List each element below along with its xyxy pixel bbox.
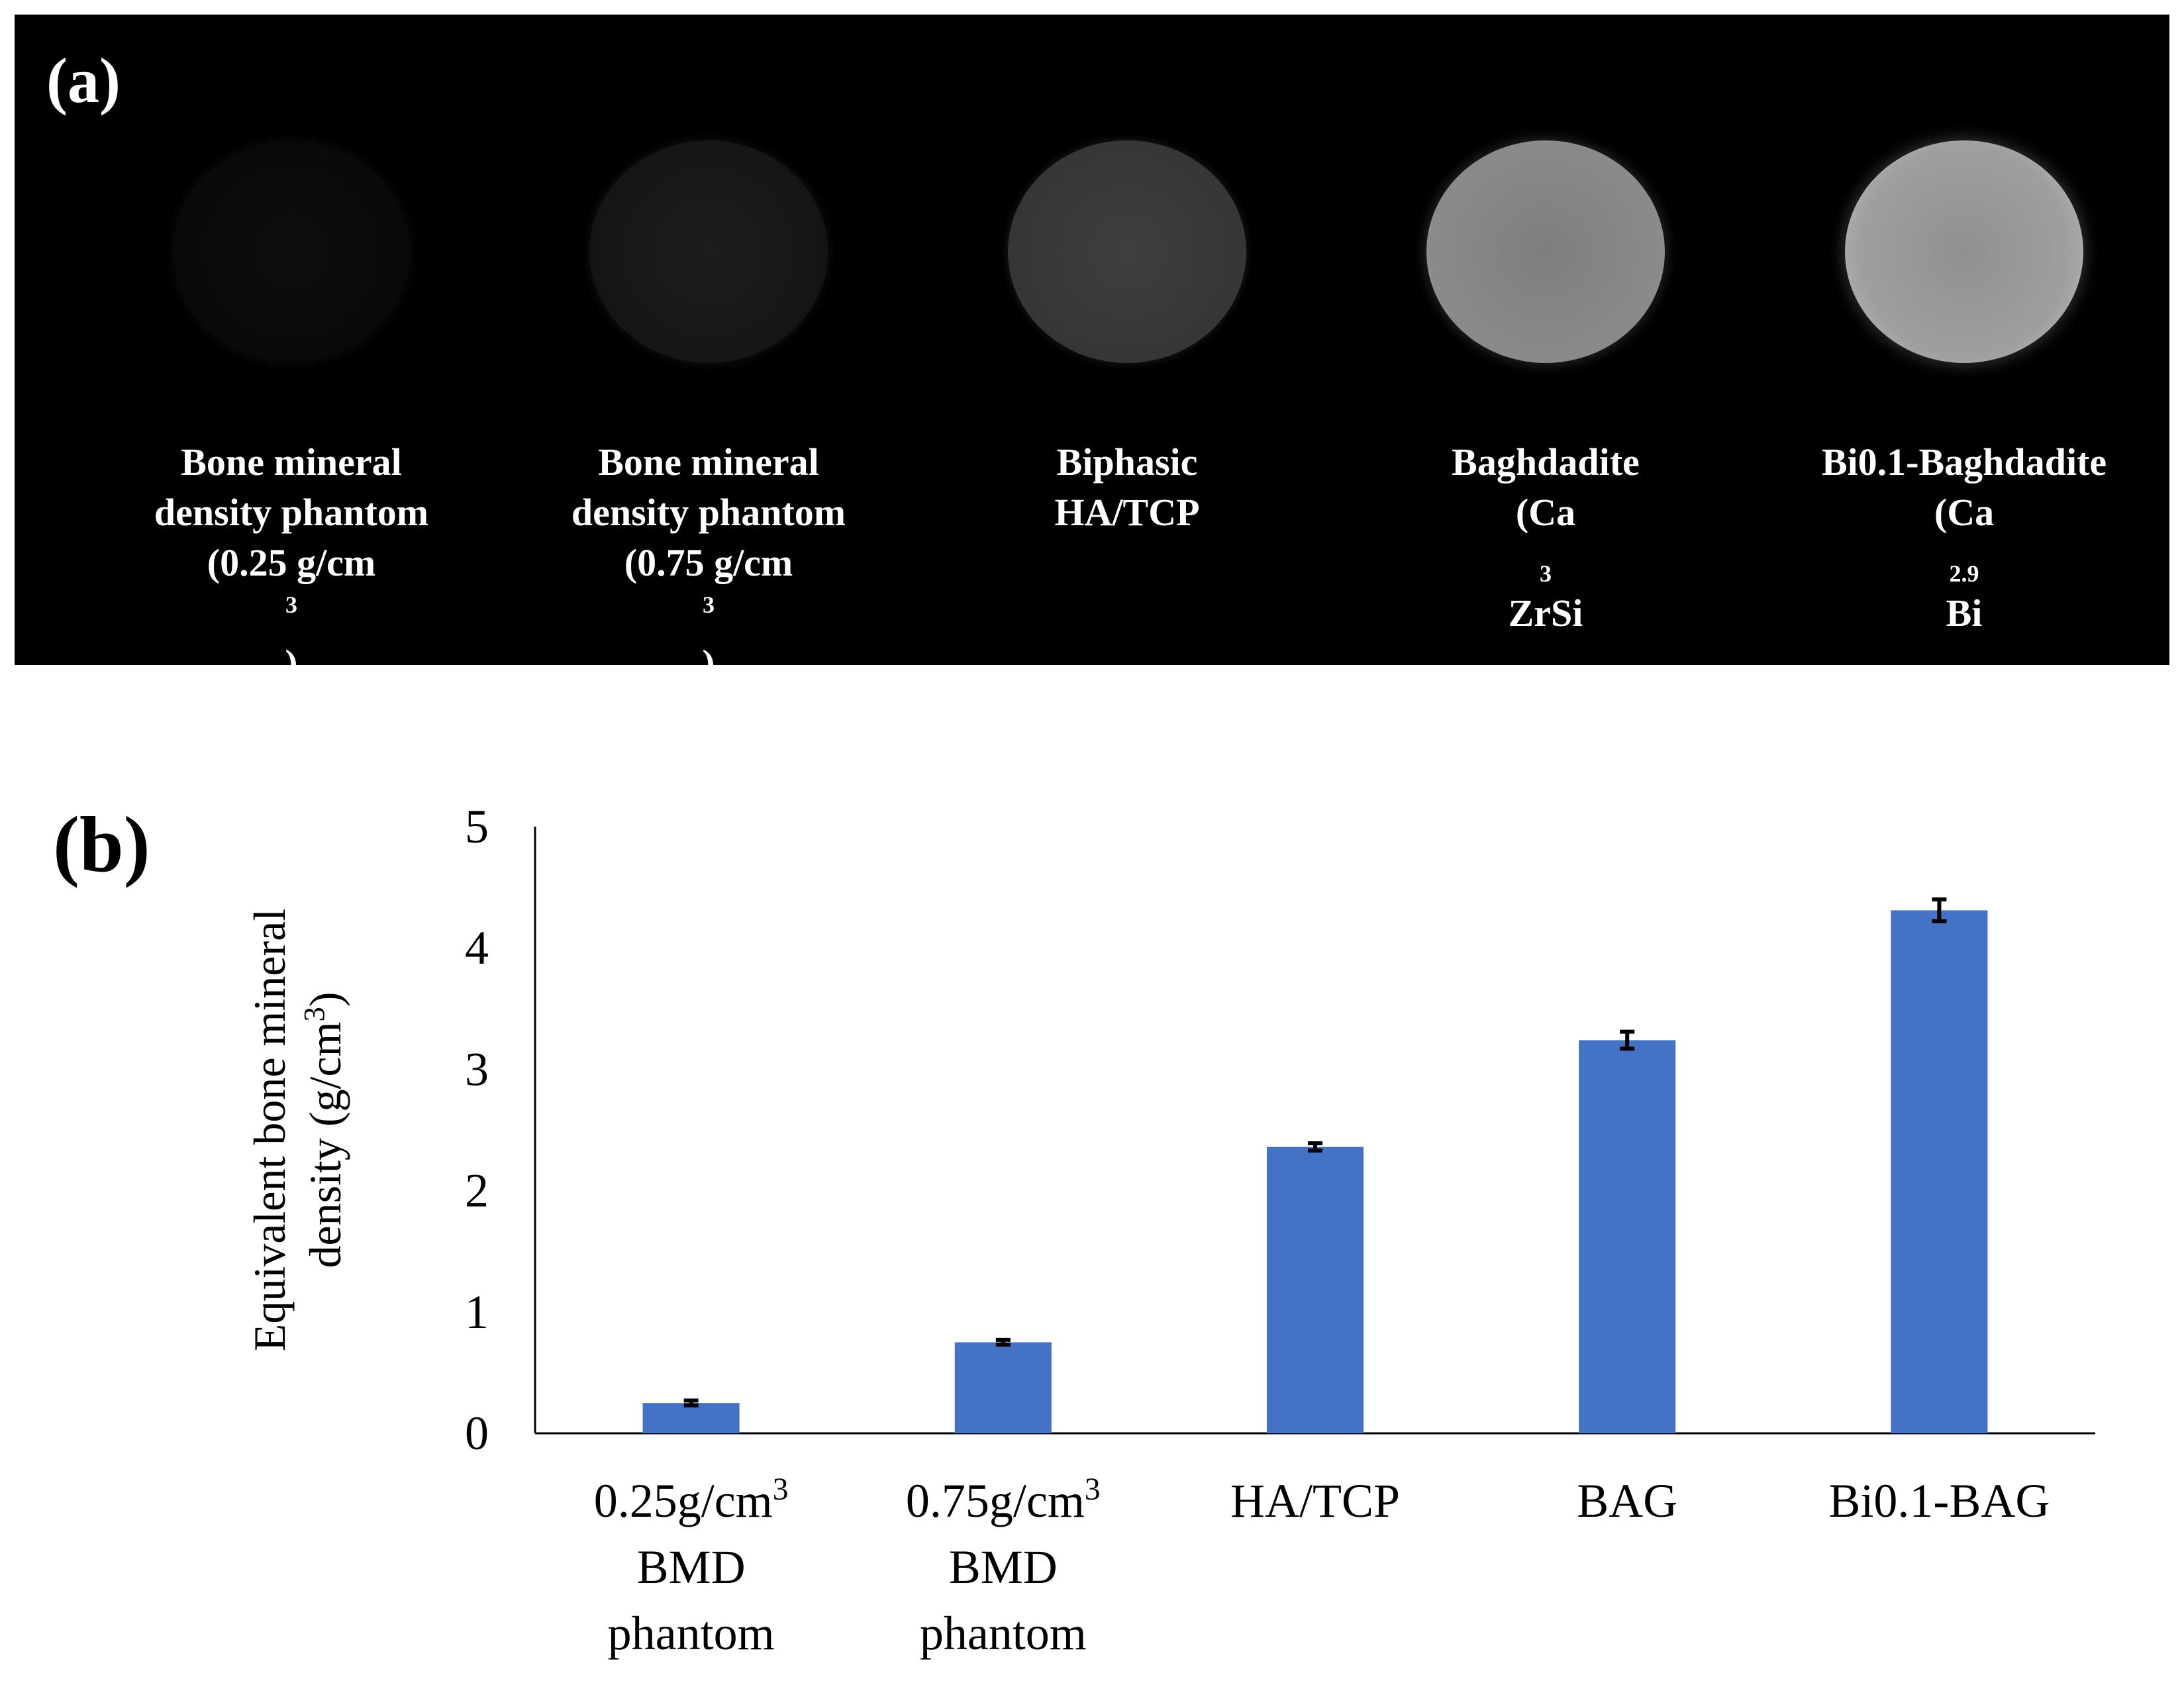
- sample-disc-image: [1845, 140, 2083, 363]
- panel-b-label: (b): [53, 800, 150, 888]
- panel-a-label: (a): [46, 45, 121, 116]
- sample-label: Bone mineral density phantom (0.75 g/cm 3): [571, 440, 846, 685]
- sample-baghdadite: Baghdadite (Ca 3 ZrSi 2 O 9): [1347, 140, 1744, 836]
- x-category-label: phantom: [920, 1607, 1087, 1660]
- y-tick-label: 3: [465, 1043, 489, 1096]
- sample-label: Baghdadite (Ca 3 ZrSi 2 O 9): [1452, 440, 1640, 836]
- bar: [1891, 910, 1988, 1433]
- sample-disc-image: [1426, 140, 1665, 363]
- bar: [954, 1342, 1052, 1433]
- sample-disc-image: [589, 140, 828, 363]
- bar: [1579, 1040, 1676, 1433]
- y-axis-title: Equivalent bone mineral: [244, 909, 295, 1351]
- x-category-label: BMD: [949, 1541, 1058, 1594]
- sample-disc-image: [172, 140, 411, 363]
- sample-label: Bone mineral density phantom (0.25 g/cm 3): [154, 440, 429, 685]
- x-category-label: 0.25g/cm3: [594, 1472, 789, 1527]
- x-category-label: 0.75g/cm3: [906, 1472, 1101, 1527]
- x-category-label: BMD: [637, 1541, 746, 1594]
- sample-biphasic-ha-tcp: Biphasic HA/TCP: [928, 140, 1326, 617]
- x-category-label: BAG: [1577, 1474, 1677, 1527]
- sample-label: Biphasic HA/TCP: [1054, 440, 1200, 534]
- sample-disc-image: [1008, 140, 1246, 363]
- y-tick-label: 2: [465, 1164, 489, 1217]
- x-category-label: Bi0.1-BAG: [1828, 1474, 2050, 1527]
- bar: [1266, 1147, 1364, 1433]
- bar: [642, 1403, 740, 1433]
- sample-bmd-phantom-075: Bone mineral density phantom (0.75 g/cm 3): [510, 140, 907, 685]
- y-tick-label: 0: [465, 1407, 489, 1460]
- y-axis-title: density (g/cm3): [297, 992, 350, 1268]
- y-tick-label: 1: [465, 1286, 489, 1339]
- y-tick-label: 4: [465, 921, 489, 974]
- sample-bmd-phantom-025: Bone mineral density phantom (0.25 g/cm 3): [93, 140, 490, 685]
- y-tick-label: 5: [465, 800, 489, 853]
- x-category-label: HA/TCP: [1230, 1474, 1400, 1527]
- x-category-label: phantom: [608, 1607, 775, 1660]
- ct-image-panel: (a) Bone mineral density phantom (0.25 g/c…: [15, 15, 2169, 937]
